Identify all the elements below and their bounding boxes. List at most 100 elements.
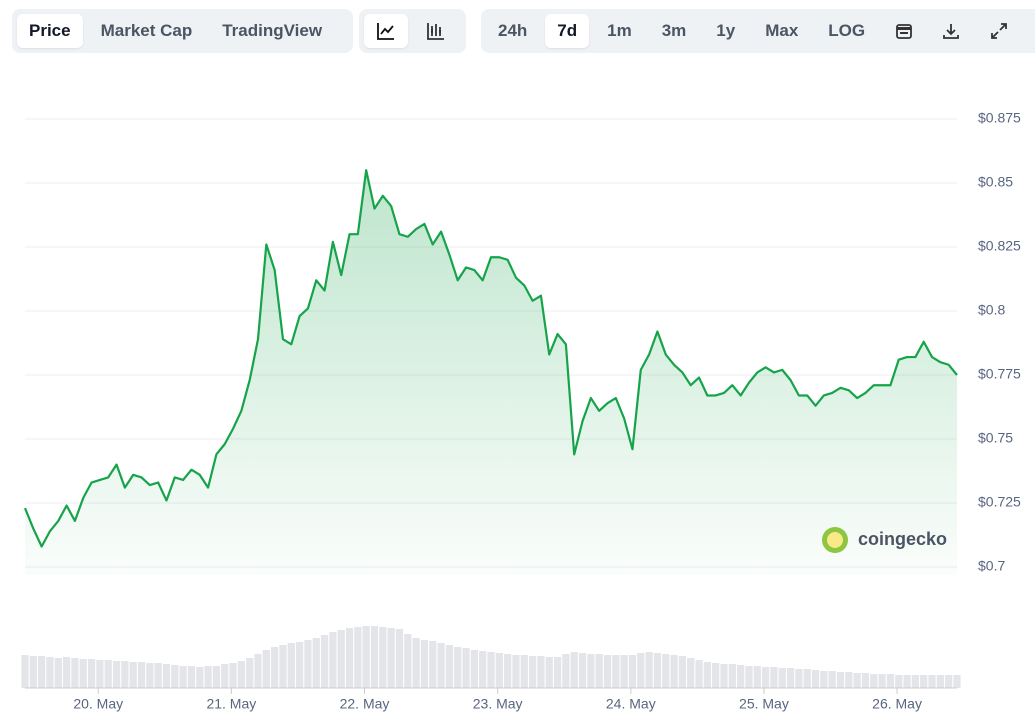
volume-bar — [770, 667, 778, 688]
volume-bar — [878, 674, 886, 688]
volume-bar — [836, 672, 845, 688]
x-tick-label: 21. May — [206, 696, 256, 712]
volume-bar — [429, 641, 437, 688]
volume-bar — [462, 648, 470, 688]
volume-bar — [620, 655, 628, 688]
volume-bar — [628, 655, 637, 688]
volume-bar — [695, 660, 703, 688]
range[interactable]: 1y — [716, 21, 736, 40]
volume-bar — [196, 667, 204, 688]
volume-bar — [645, 652, 653, 688]
volume-bar — [728, 664, 736, 688]
volume-bar — [861, 673, 870, 688]
range[interactable]: 1m — [607, 21, 632, 40]
volume-bar — [96, 660, 104, 688]
volume-bar — [412, 638, 420, 688]
volume-bar — [811, 670, 820, 688]
y-tick-label: $0.8 — [978, 302, 1005, 318]
volume-bar — [953, 675, 961, 688]
volume-bar — [29, 656, 37, 688]
volume-bar — [246, 658, 254, 688]
volume-bar — [712, 663, 720, 688]
volume-bar — [337, 630, 345, 688]
volume-bar — [179, 666, 187, 688]
volume-bar — [795, 669, 803, 688]
range[interactable]: 7d — [545, 14, 590, 48]
log-toggle[interactable]: LOG — [828, 21, 866, 40]
x-tick-label: 26. May — [872, 696, 922, 712]
volume-bar — [920, 675, 928, 688]
volume-bar — [945, 675, 953, 688]
volume-bar — [229, 663, 237, 688]
volume-bar — [737, 665, 745, 688]
volume-bar — [587, 654, 595, 688]
volume-bar — [404, 634, 412, 688]
calendar-icon[interactable] — [883, 14, 925, 48]
volume-bar — [387, 628, 395, 688]
volume-bar — [71, 658, 79, 688]
y-tick-label: $0.75 — [978, 430, 1013, 446]
fullscreen-icon[interactable] — [977, 14, 1021, 48]
tab[interactable]: Market Cap — [100, 21, 193, 40]
volume-bar — [853, 673, 861, 688]
volume-bar — [395, 629, 404, 688]
volume-bar — [553, 657, 562, 688]
volume-bar — [803, 669, 811, 688]
volume-bar — [828, 671, 836, 688]
volume-bar — [271, 647, 279, 688]
y-tick-label: $0.725 — [978, 494, 1021, 510]
volume-bar — [903, 675, 911, 688]
volume-bar — [820, 671, 828, 688]
volume-bar — [845, 672, 853, 688]
watermark: coingecko — [822, 527, 947, 553]
volume-bar — [345, 628, 354, 688]
volume-bar — [778, 668, 786, 688]
x-tick-label: 24. May — [606, 696, 656, 712]
y-tick-label: $0.775 — [978, 366, 1021, 382]
volume-bar — [570, 652, 578, 688]
volume-bar — [545, 657, 553, 688]
volume-bar — [479, 651, 487, 688]
range-tabs: 24h 7d 1m 3m 1y Max LOG — [481, 9, 1035, 53]
tab[interactable]: TradingView — [222, 21, 323, 40]
volume-bar — [320, 635, 329, 688]
volume-bar — [171, 665, 179, 688]
y-tick-label: $0.825 — [978, 238, 1021, 254]
volume-bar — [670, 655, 678, 688]
volume-bar — [761, 667, 770, 688]
volume-bar — [212, 666, 221, 688]
view-tabs: Price Market Cap TradingView — [12, 9, 353, 53]
volume-bar — [304, 640, 312, 688]
volume-bar — [329, 632, 337, 688]
range[interactable]: 24h — [498, 21, 528, 40]
volume-bar — [786, 668, 795, 688]
volume-bar — [928, 675, 936, 688]
volume-bar — [221, 664, 229, 688]
volume-bar — [528, 656, 537, 688]
volume-bar — [512, 655, 520, 688]
candle-icon[interactable] — [414, 14, 458, 48]
volume-bar — [537, 656, 545, 688]
volume-bar — [370, 626, 379, 688]
range[interactable]: Max — [765, 21, 799, 40]
range[interactable]: 3m — [661, 21, 687, 40]
download-icon[interactable] — [929, 14, 973, 48]
volume-bar — [79, 659, 87, 688]
volume-bar — [520, 655, 528, 688]
volume-bar — [312, 638, 320, 688]
volume-bar — [146, 663, 154, 688]
x-tick-label: 25. May — [739, 696, 789, 712]
volume-bar — [603, 655, 612, 688]
volume-bar — [637, 653, 645, 688]
y-tick-label: $0.85 — [978, 174, 1013, 190]
tab[interactable]: Price — [17, 14, 83, 48]
y-tick-label: $0.7 — [978, 558, 1005, 574]
volume-bar — [154, 663, 162, 688]
line-icon[interactable] — [364, 14, 408, 48]
volume-bar — [21, 655, 29, 688]
volume-bar — [870, 674, 878, 688]
volume-bar — [662, 654, 670, 688]
volume-bar — [54, 658, 62, 688]
